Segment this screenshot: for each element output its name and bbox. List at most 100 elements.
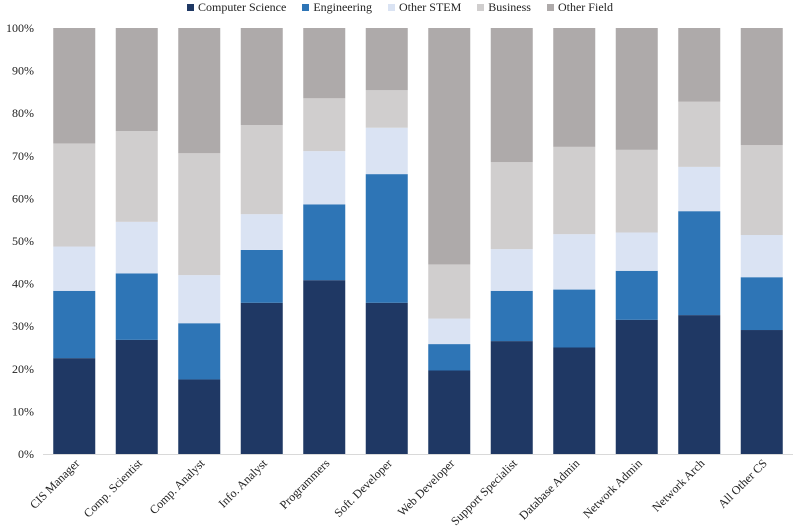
bar-segment [53, 290, 96, 359]
y-tick-label: 0% [18, 447, 34, 461]
bar-segment [553, 347, 596, 454]
bar-segment [240, 125, 283, 215]
legend-label: Engineering [313, 0, 372, 14]
bar-segment [615, 28, 658, 150]
x-tick-label: Web Developer [395, 456, 458, 519]
bar-segment [303, 204, 346, 281]
y-tick-label: 20% [12, 362, 34, 376]
bar-segment [678, 211, 721, 316]
bar-stack [365, 28, 408, 454]
legend-label: Other Field [557, 0, 613, 14]
bar-stack [240, 28, 283, 454]
bar-segment [115, 131, 158, 222]
bar-segment [740, 28, 783, 146]
bar-segment [53, 246, 96, 291]
y-tick-label: 90% [12, 64, 34, 78]
bar-segment [553, 28, 596, 147]
bar-stack [678, 28, 721, 454]
bar-segment [178, 275, 221, 324]
chart-legend: Computer Science Engineering Other STEM Bus… [0, 0, 800, 14]
legend-item: Business [477, 0, 531, 14]
legend-label: Business [488, 0, 531, 14]
legend-label: Computer Science [198, 0, 287, 14]
bar-segment [678, 166, 721, 212]
y-tick-label: 10% [12, 404, 34, 418]
x-tick-label: Comp. Scientist [81, 456, 146, 521]
bar-segment [553, 234, 596, 290]
bar-segment [740, 330, 783, 454]
x-tick-label: Comp. Analyst [147, 456, 208, 517]
bar-segment [428, 344, 471, 371]
bar-stack [553, 28, 596, 454]
x-tick-label: Programmers [277, 456, 333, 512]
legend-item: Other Field [546, 0, 613, 14]
bar-segment [365, 90, 408, 128]
bar-segment [678, 28, 721, 102]
bar-segment [240, 249, 283, 303]
bar-segment [178, 379, 221, 454]
legend-swatch [187, 3, 194, 11]
legend-swatch [477, 3, 485, 11]
bar-segment [740, 235, 783, 278]
y-tick-label: 70% [12, 149, 34, 163]
bar-stack [615, 28, 658, 454]
bar-segment [53, 143, 96, 247]
bar-segment [365, 28, 408, 91]
bar-stack [53, 28, 96, 454]
bar-segment [678, 101, 721, 167]
y-axis: 0% 10% 20% 30% 40% 50% 60% 70% 80% 90% 100% [6, 21, 34, 461]
bar-segment [303, 280, 346, 454]
y-tick-label: 60% [12, 191, 34, 205]
legend-swatch [546, 3, 554, 11]
bar-segment [428, 318, 471, 345]
bar-segment [53, 28, 96, 144]
bar-segment [740, 277, 783, 331]
x-tick-label: Network Admin [580, 456, 645, 521]
bar-segment [615, 319, 658, 454]
bar-segment [428, 28, 471, 265]
bar-segment [178, 28, 221, 154]
bar-segment [490, 290, 533, 342]
bar-segment [240, 214, 283, 250]
y-tick-label: 100% [6, 21, 34, 35]
bar-segment [490, 162, 533, 250]
bar-segment [615, 270, 658, 320]
bar-stack [303, 28, 346, 454]
x-tick-label: Network Arch [649, 456, 707, 514]
bar-segment [740, 145, 783, 236]
bar-segment [365, 127, 408, 175]
y-tick-label: 80% [12, 106, 34, 120]
bar-segment [178, 153, 221, 276]
bar-stack [115, 28, 158, 454]
bar-segment [115, 221, 158, 274]
y-tick-label: 40% [12, 277, 34, 291]
bar-segment [490, 341, 533, 454]
bar-segment [115, 339, 158, 454]
bar-segment [53, 358, 96, 454]
legend-swatch [387, 3, 395, 11]
bar-segment [178, 323, 221, 380]
bar-segment [303, 28, 346, 99]
legend-item: Computer Science [187, 0, 286, 14]
y-tick-label: 50% [12, 234, 34, 248]
x-tick-label: Info. Analyst [216, 456, 271, 511]
legend-swatch [302, 3, 310, 11]
legend-item: Engineering [302, 0, 372, 14]
x-tick-label: All Other CS [715, 456, 770, 511]
bar-segment [490, 28, 533, 163]
bar-segment [303, 98, 346, 152]
bar-segment [240, 302, 283, 454]
bar-segment [115, 273, 158, 340]
bar-stack [178, 28, 221, 454]
legend-label: Other STEM [398, 0, 462, 14]
x-tick-label: Soft. Developer [331, 456, 395, 520]
bars-group [53, 28, 783, 454]
bar-segment [553, 289, 596, 348]
bar-segment [678, 315, 721, 454]
x-tick-label: CIS Manager [27, 456, 82, 511]
bar-segment [365, 302, 408, 454]
x-tick-label: Support Specialist [448, 456, 520, 528]
bar-segment [615, 232, 658, 271]
